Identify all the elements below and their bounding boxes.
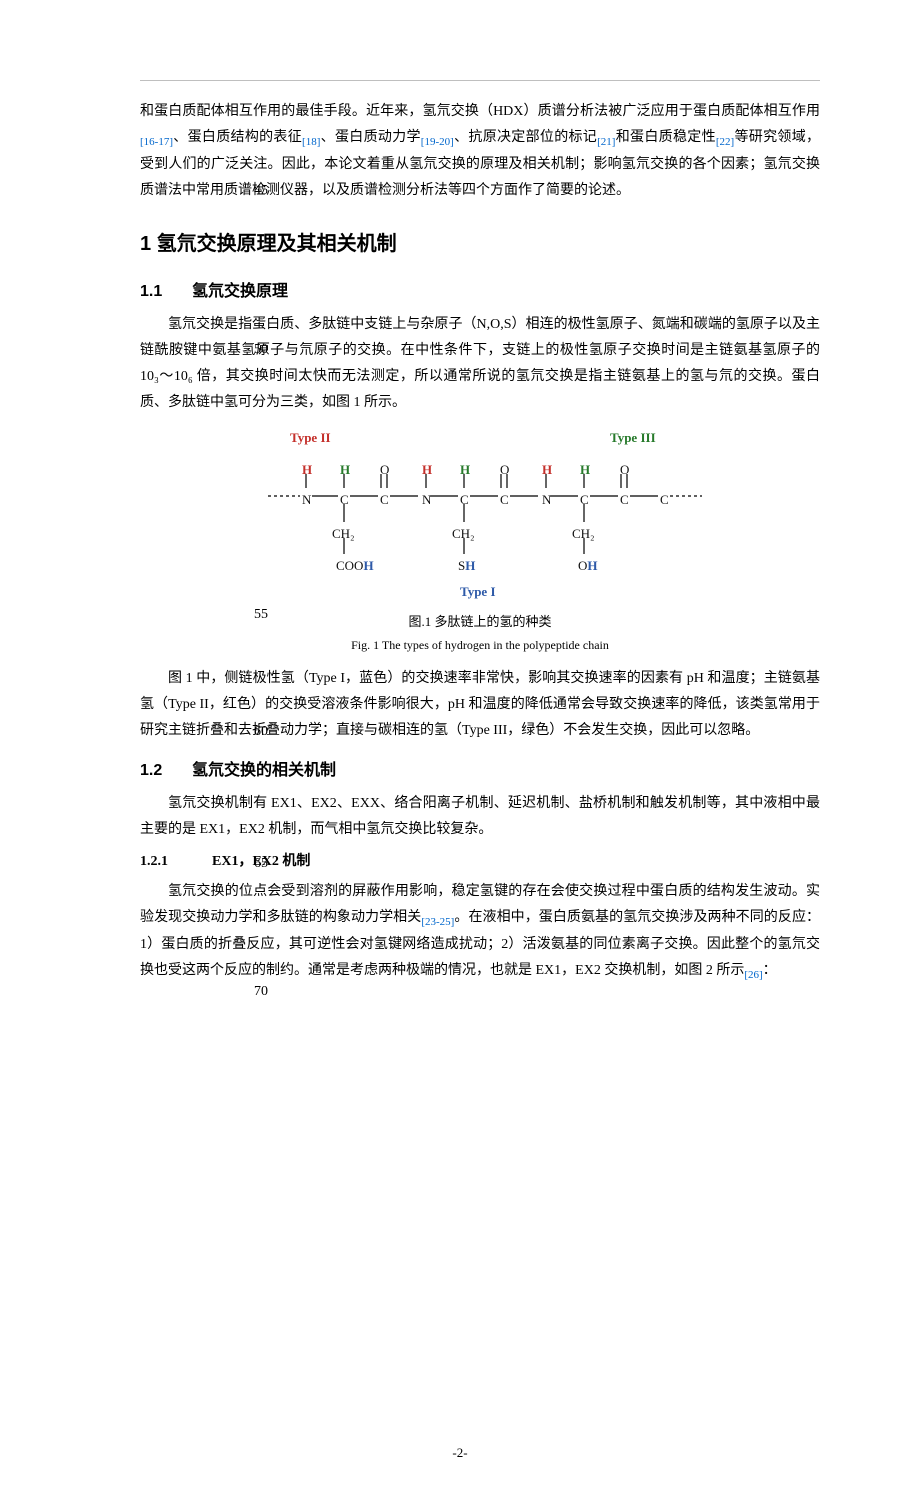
s121-text-c: ： bbox=[763, 963, 777, 978]
atom-H-green: H bbox=[460, 458, 470, 482]
section-1-2-text: 氢氘交换的相关机制 bbox=[192, 762, 336, 779]
page-number: -2- bbox=[0, 1445, 920, 1461]
group-sh: SH bbox=[458, 554, 475, 578]
figure-1-block: Type II Type III Type I bbox=[140, 426, 820, 656]
ref-23-25[interactable]: [23-25] bbox=[421, 916, 454, 928]
atom-H-blue: H bbox=[587, 558, 597, 573]
atom-N: N bbox=[302, 488, 311, 512]
atom-H-red: H bbox=[542, 458, 552, 482]
section-1-2-p1: 氢氘交换机制有 EX1、EX2、EXX、络合阳离子机制、延迟机制、盐桥机制和触发… bbox=[140, 791, 820, 843]
atom-N: N bbox=[422, 488, 431, 512]
figure-1-diagram: Type II Type III Type I bbox=[140, 426, 820, 606]
atom-C: C bbox=[380, 488, 389, 512]
atom-H-red: H bbox=[422, 458, 432, 482]
section-1-2-1: 65 1.2.1EX1，EX2 机制 70 氢氘交换的位点会受到溶剂的屏蔽作用影… bbox=[140, 849, 820, 985]
atom-CH2: CH₂ bbox=[452, 522, 475, 546]
section-1-1-text: 氢氘交换原理 bbox=[192, 283, 288, 300]
section-1-2-num: 1.2 bbox=[140, 756, 192, 786]
line-number-50: 50 bbox=[240, 337, 268, 363]
ref-22[interactable]: [22] bbox=[716, 136, 734, 148]
atom-C: C bbox=[620, 488, 629, 512]
ref-26[interactable]: [26] bbox=[744, 969, 762, 981]
section-1-2: 1.2氢氘交换的相关机制 氢氘交换机制有 EX1、EX2、EXX、络合阳离子机制… bbox=[140, 756, 820, 843]
header-rule bbox=[140, 80, 820, 81]
group-cooh: COOH bbox=[336, 554, 374, 578]
atom-N: N bbox=[542, 488, 551, 512]
line-number-55: 55 bbox=[240, 602, 268, 628]
group-oh: OH bbox=[578, 554, 598, 578]
atom-O: O bbox=[380, 458, 389, 482]
intro-text-a: 和蛋白质配体相互作用的最佳手段。近年来，氢氘交换（HDX）质谱分析法被广泛应用于… bbox=[140, 104, 820, 119]
line-number-60: 60 bbox=[240, 719, 268, 745]
line-number-65: 65 bbox=[240, 851, 268, 877]
atom-H-green: H bbox=[340, 458, 350, 482]
diagram-bonds bbox=[250, 426, 710, 596]
line-number-70: 70 bbox=[240, 979, 268, 1005]
intro-text-d: 、抗原决定部位的标记 bbox=[454, 130, 597, 145]
ref-16-17[interactable]: [16-17] bbox=[140, 136, 173, 148]
ref-21[interactable]: [21] bbox=[597, 136, 615, 148]
atom-C: C bbox=[660, 488, 669, 512]
section-1-1: 1.1氢氘交换原理 50 氢氘交换是指蛋白质、多肽链中支链上与杂原子（N,O,S… bbox=[140, 277, 820, 416]
page: 45 和蛋白质配体相互作用的最佳手段。近年来，氢氘交换（HDX）质谱分析法被广泛… bbox=[0, 0, 920, 1501]
ref-18[interactable]: [18] bbox=[302, 136, 320, 148]
intro-text-c: 、蛋白质动力学 bbox=[320, 130, 420, 145]
atom-C: C bbox=[460, 488, 469, 512]
atom-H-red: H bbox=[302, 458, 312, 482]
atom-H-blue: H bbox=[465, 558, 475, 573]
section-1-title: 1 氢氘交换原理及其相关机制 bbox=[140, 226, 820, 263]
figure-1-caption-en: Fig. 1 The types of hydrogen in the poly… bbox=[140, 634, 820, 656]
ref-19-20[interactable]: [19-20] bbox=[421, 136, 454, 148]
line-number-45: 45 bbox=[240, 178, 268, 204]
atom-CH2: CH₂ bbox=[332, 522, 355, 546]
section-1-2-1-num: 1.2.1 bbox=[140, 849, 212, 875]
atom-O: O bbox=[500, 458, 509, 482]
atom-CH2: CH₂ bbox=[572, 522, 595, 546]
atom-H-green: H bbox=[580, 458, 590, 482]
section-1-1-title: 1.1氢氘交换原理 bbox=[140, 277, 820, 307]
intro-text-b: 、蛋白质结构的表征 bbox=[173, 130, 302, 145]
section-1-1-p1: 氢氘交换是指蛋白质、多肽链中支链上与杂原子（N,O,S）相连的极性氢原子、氮端和… bbox=[140, 312, 820, 416]
intro-text-e: 和蛋白质稳定性 bbox=[615, 130, 715, 145]
section-1-1-p2-block: 60 图 1 中，侧链极性氢（Type I，蓝色）的交换速率非常快，影响其交换速… bbox=[140, 666, 820, 744]
intro-block: 45 和蛋白质配体相互作用的最佳手段。近年来，氢氘交换（HDX）质谱分析法被广泛… bbox=[140, 99, 820, 204]
atom-C: C bbox=[500, 488, 509, 512]
atom-C: C bbox=[580, 488, 589, 512]
section-1-2-title: 1.2氢氘交换的相关机制 bbox=[140, 756, 820, 786]
section-1-1-num: 1.1 bbox=[140, 277, 192, 307]
atom-O: O bbox=[620, 458, 629, 482]
section-1-2-1-p1: 氢氘交换的位点会受到溶剂的屏蔽作用影响，稳定氢键的存在会使交换过程中蛋白质的结构… bbox=[140, 879, 820, 985]
atom-C: C bbox=[340, 488, 349, 512]
atom-H-blue: H bbox=[363, 558, 373, 573]
section-1: 1 氢氘交换原理及其相关机制 bbox=[140, 226, 820, 263]
